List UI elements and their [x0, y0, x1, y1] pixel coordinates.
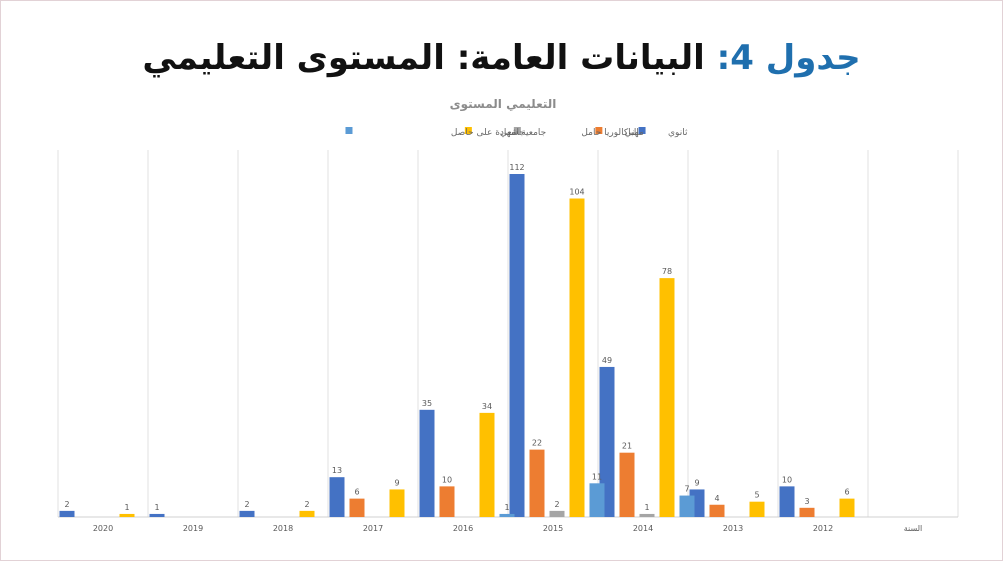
- bar: [529, 449, 545, 517]
- bar: [119, 513, 135, 517]
- data-label: 49: [602, 356, 612, 365]
- chart-x-axis: 2020 2019 2018 2017 2016 2015 2014 2013 2012 السن…: [93, 524, 922, 533]
- bar: [389, 489, 405, 517]
- heading-text: البيانات العامة: المستوى التعليمي: [142, 38, 705, 78]
- heading-lead: جدول 4:: [716, 38, 861, 78]
- data-label: 2: [64, 500, 69, 509]
- data-label: 13: [332, 466, 342, 475]
- data-label: 2: [244, 500, 249, 509]
- x-tick-label: 2020: [93, 524, 113, 533]
- data-label: 104: [569, 188, 584, 197]
- bar: [549, 510, 565, 517]
- x-tick-label: 2014: [633, 524, 653, 533]
- legend-swatch: [345, 127, 353, 134]
- data-label: 1: [154, 503, 159, 512]
- legend-swatch: [638, 127, 646, 134]
- data-label: 1: [124, 503, 129, 512]
- data-label: 1: [504, 503, 509, 512]
- bar: [799, 507, 815, 517]
- bar: [439, 486, 455, 517]
- x-tick-label: 2013: [723, 524, 743, 533]
- bar: [619, 452, 635, 517]
- data-label: 2: [304, 500, 309, 509]
- data-label: 10: [442, 475, 452, 484]
- x-tick-label: 2016: [453, 524, 473, 533]
- bar: [749, 501, 765, 517]
- bar: [299, 510, 315, 517]
- data-label: 34: [482, 402, 492, 411]
- data-label: 6: [844, 488, 849, 497]
- data-label: 10: [782, 475, 792, 484]
- legend-swatch: [464, 127, 472, 134]
- x-tick-label: السنة: [904, 524, 923, 533]
- chart-bars: [59, 174, 855, 517]
- legend-label: مهني: [625, 128, 644, 138]
- x-tick-label: 2015: [543, 524, 563, 533]
- legend-label: جامعي: [500, 128, 525, 138]
- x-tick-label: 2017: [363, 524, 383, 533]
- legend-swatch: [513, 127, 521, 134]
- bar: [779, 486, 795, 517]
- bar: [349, 498, 365, 517]
- bar: [509, 174, 525, 517]
- bar: [499, 513, 515, 517]
- chart-title: التعليمي المستوى: [450, 97, 557, 112]
- bar: [329, 477, 345, 517]
- data-label: 2: [554, 500, 559, 509]
- data-label: 35: [422, 399, 432, 408]
- data-label: 7: [684, 485, 689, 494]
- bar: [589, 483, 605, 517]
- x-tick-label: 2012: [813, 524, 833, 533]
- slide-heading: جدول 4: البيانات العامة: المستوى التعليم…: [0, 38, 1003, 78]
- legend-label: الباكالوريا حامل: [581, 128, 639, 138]
- data-label: 112: [509, 163, 524, 172]
- data-label: 78: [662, 267, 672, 276]
- legend-label: جامعية شهادة على حاصل: [451, 128, 546, 138]
- bar: [679, 495, 695, 517]
- bar: [59, 510, 75, 517]
- bar: [639, 513, 655, 517]
- legend-label: ثانوي: [668, 128, 688, 138]
- bar: [239, 510, 255, 517]
- data-label: 9: [694, 478, 699, 487]
- bar: [479, 412, 495, 517]
- data-label: 1: [644, 503, 649, 512]
- data-label: 5: [754, 491, 759, 500]
- legend-swatch: [595, 127, 603, 134]
- data-label: 21: [622, 442, 632, 451]
- bar: [149, 513, 165, 517]
- data-label: 4: [714, 494, 719, 503]
- data-label: 11: [592, 472, 602, 481]
- bar: [659, 278, 675, 517]
- data-label: 9: [394, 478, 399, 487]
- x-tick-label: 2019: [183, 524, 203, 533]
- data-label: 3: [804, 497, 809, 506]
- x-tick-label: 2018: [273, 524, 293, 533]
- data-label: 22: [532, 439, 542, 448]
- bar: [569, 198, 585, 517]
- chart-grid: [57, 150, 959, 518]
- data-label: 6: [354, 488, 359, 497]
- bar: [599, 366, 615, 517]
- bar: [839, 498, 855, 517]
- bar: [419, 409, 435, 517]
- bar: [709, 504, 725, 517]
